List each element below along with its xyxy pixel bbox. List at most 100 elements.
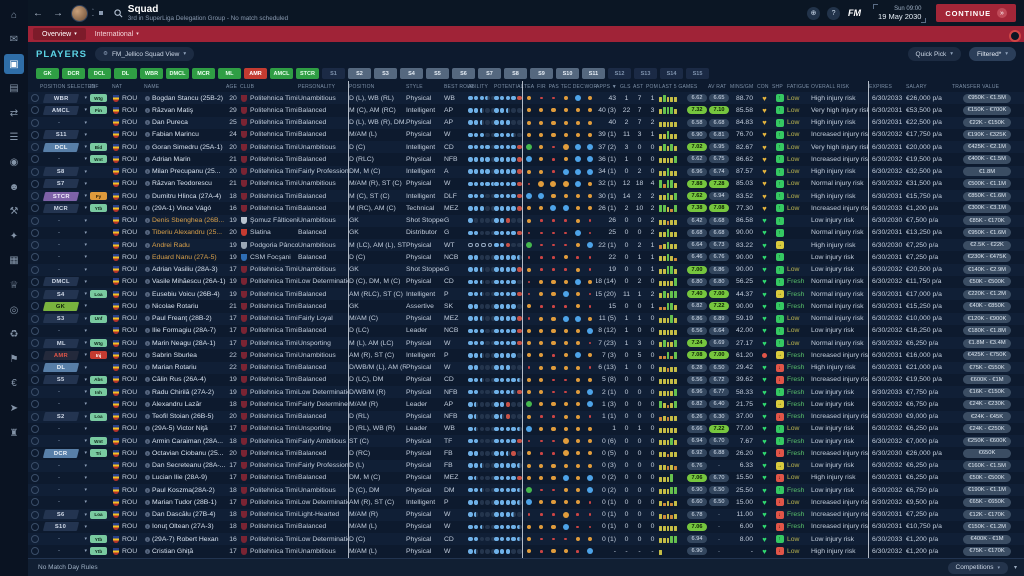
player-row[interactable]: S7 ▾ ROU i Răzvan Teodorescu 21 Politehnic… [28,177,1024,190]
position-selected-cell[interactable]: DCR ▾ [40,447,90,459]
club-cell[interactable]: Politehnica Timi... [240,423,298,435]
row-select[interactable] [28,484,40,496]
position-selected-cell[interactable]: DMCL ▾ [40,276,90,288]
player-name-cell[interactable]: i Nicolae Rotariu [144,300,226,312]
position-selected-cell[interactable]: STCR ▾ [40,190,90,202]
sidebar-item-transfers[interactable]: ⇄ [4,103,24,123]
col-gls[interactable]: GLS [620,83,631,90]
club-cell[interactable]: Politehnica Timi... [240,398,298,410]
col-tec[interactable]: TEC [560,83,572,90]
row-select[interactable] [28,337,40,349]
position-selected-cell[interactable]: AMCL ▾ [40,104,90,116]
sidebar-item-data-hub[interactable]: ✦ [4,226,24,246]
club-cell[interactable]: Politehnica Timi... [240,472,298,484]
row-select[interactable] [28,521,40,533]
row-select[interactable] [28,117,40,129]
club-cell[interactable]: Slatina [240,227,298,239]
position-selected-cell[interactable]: S3 ▾ [40,313,90,325]
player-row[interactable]: - ▾ Inh ROU i Radu Chirilă (27A-2) 19 Poli… [28,386,1024,399]
transfer-value-cell[interactable]: €2.5K - €22K [952,239,1022,251]
col-transfer-value[interactable]: TRANSFER VALUE [952,83,1000,90]
sidebar-item-competitions[interactable]: ♕ [4,276,24,296]
player-row[interactable]: - ▾ ROU i Dan Pureca 25 Politehnica Timi..… [28,116,1024,129]
col-style[interactable]: STYLE [406,83,423,90]
club-cell[interactable]: Politehnica Timi... [240,496,298,508]
position-chip-dcr[interactable]: DCR [62,68,85,79]
row-select[interactable] [28,411,40,423]
player-name-cell[interactable]: i Cristian Ghiţă [144,545,226,557]
row-select[interactable] [28,251,40,263]
position-selected-cell[interactable]: S2 ▾ [40,411,90,423]
player-name-cell[interactable]: i Radu Chirilă (27A-2) [144,386,226,398]
club-cell[interactable]: Politehnica Timi... [240,92,298,104]
position-selected-cell[interactable]: DCL ▾ [40,141,90,153]
player-row[interactable]: S5 ▾ Abs ROU i Călin Rus (26A-4) 19 Polite… [28,373,1024,386]
player-row[interactable]: - ▾ ROU i Lucian Ilie (28A-9) 17 Politehni… [28,471,1024,484]
player-row[interactable]: DCL ▾ Bid ROU i Goran Simedru (25A-1) 20 P… [28,141,1024,154]
row-select[interactable] [28,215,40,227]
player-name-cell[interactable]: i Vasile Mihăescu (26A-1) [144,276,226,288]
player-name-cell[interactable]: i Dumitru Hlinca (27A-4) [144,190,226,202]
position-selected-cell[interactable]: S11 ▾ [40,129,90,141]
transfer-value-cell[interactable]: €300K - €3.1M [952,202,1022,214]
row-select[interactable] [28,386,40,398]
player-row[interactable]: S6 ▾ Loa ROU i Dan Dascălu (27B-4) 18 Poli… [28,508,1024,521]
position-selected-cell[interactable]: - ▾ [58,242,87,249]
row-select[interactable] [28,447,40,459]
player-row[interactable]: STCR ▾ Fy ROU i Dumitru Hlinca (27A-4) 18 … [28,190,1024,203]
club-cell[interactable]: Politehnica Timi... [240,435,298,447]
transfer-value-cell[interactable]: €40K - €850K [952,300,1022,312]
player-row[interactable]: DMCL ▾ ROU i Vasile Mihăescu (26A-1) 19 Po… [28,275,1024,288]
position-selected-cell[interactable]: - ▾ [58,156,87,163]
player-name-cell[interactable]: i Alexandru Lazăr [144,398,226,410]
position-chip-amr[interactable]: AMR [244,68,267,79]
club-cell[interactable]: Politehnica Timi... [240,337,298,349]
player-name-cell[interactable]: i Marian Tudor (28B-1) [144,496,226,508]
position-chip-s11[interactable]: S11 [582,68,605,79]
position-selected-cell[interactable]: S4 ▾ [40,288,90,300]
position-chip-ml[interactable]: ML [218,68,241,79]
sidebar-item-home[interactable]: ⌂ [4,5,24,25]
club-cell[interactable]: Politehnica Timi... [240,521,298,533]
transfer-value-cell[interactable]: €850K - €1.6M [952,190,1022,202]
position-chip-amcl[interactable]: AMCL [270,68,293,79]
position-chip-dmcl[interactable]: DMCL [166,68,189,79]
club-cell[interactable]: Politehnica Timi... [240,166,298,178]
club-cell[interactable]: Politehnica Timi... [240,178,298,190]
player-name-cell[interactable]: i Ilie Formagiu (28A-7) [144,325,226,337]
globe-icon[interactable]: ⊕ [807,6,821,20]
col-ast[interactable]: AST [633,83,644,90]
position-selected-cell[interactable]: - ▾ [58,217,87,224]
position-chip-s15[interactable]: S15 [686,68,709,79]
position-chip-s6[interactable]: S6 [452,68,475,79]
position-chip-s9[interactable]: S9 [530,68,553,79]
transfer-value-cell[interactable]: €1.8M - €3.4M [952,337,1022,349]
player-row[interactable]: - ▾ ROU i Eduard Nanu (27A-5) 19 CSM Focşa… [28,251,1024,264]
club-cell[interactable]: Şomuz Fălticeni [240,215,298,227]
position-chip-wbr[interactable]: WBR [140,68,163,79]
club-cell[interactable]: Podgoria Pânco... [240,239,298,251]
position-chip-s14[interactable]: S14 [660,68,683,79]
player-row[interactable]: S8 ▾ ROU i Milan Precupanu (25... 20 Polit… [28,165,1024,178]
transfer-value-cell[interactable]: €65K - €650K [952,496,1022,508]
sidebar-item-news[interactable]: ☰ [4,128,24,148]
col-fatigue[interactable]: FATIGUE [787,83,810,90]
position-chip-gk[interactable]: GK [36,68,59,79]
forward-button[interactable]: → [53,7,63,19]
row-select[interactable] [28,460,40,472]
row-select[interactable] [28,300,40,312]
position-selected-cell[interactable]: - ▾ [58,119,87,126]
col-ability[interactable]: ABILITY [468,83,489,90]
sidebar-item-stadium[interactable]: ♜ [4,423,24,443]
row-select[interactable] [28,202,40,214]
col-overall-risk[interactable]: OVERALL RISK [811,83,850,90]
row-select[interactable] [28,166,40,178]
position-chip-s5[interactable]: S5 [426,68,449,79]
club-cell[interactable]: Politehnica Timi... [240,484,298,496]
position-selected-cell[interactable]: - ▾ [58,266,87,273]
position-selected-cell[interactable]: - ▾ [58,389,87,396]
col-personality[interactable]: PERSONALITY [298,83,336,90]
player-name-cell[interactable]: i Ionuţ Oltean (27A-3) [144,521,226,533]
position-selected-cell[interactable]: - ▾ [58,327,87,334]
transfer-value-cell[interactable]: €24K - €45K [952,411,1022,423]
